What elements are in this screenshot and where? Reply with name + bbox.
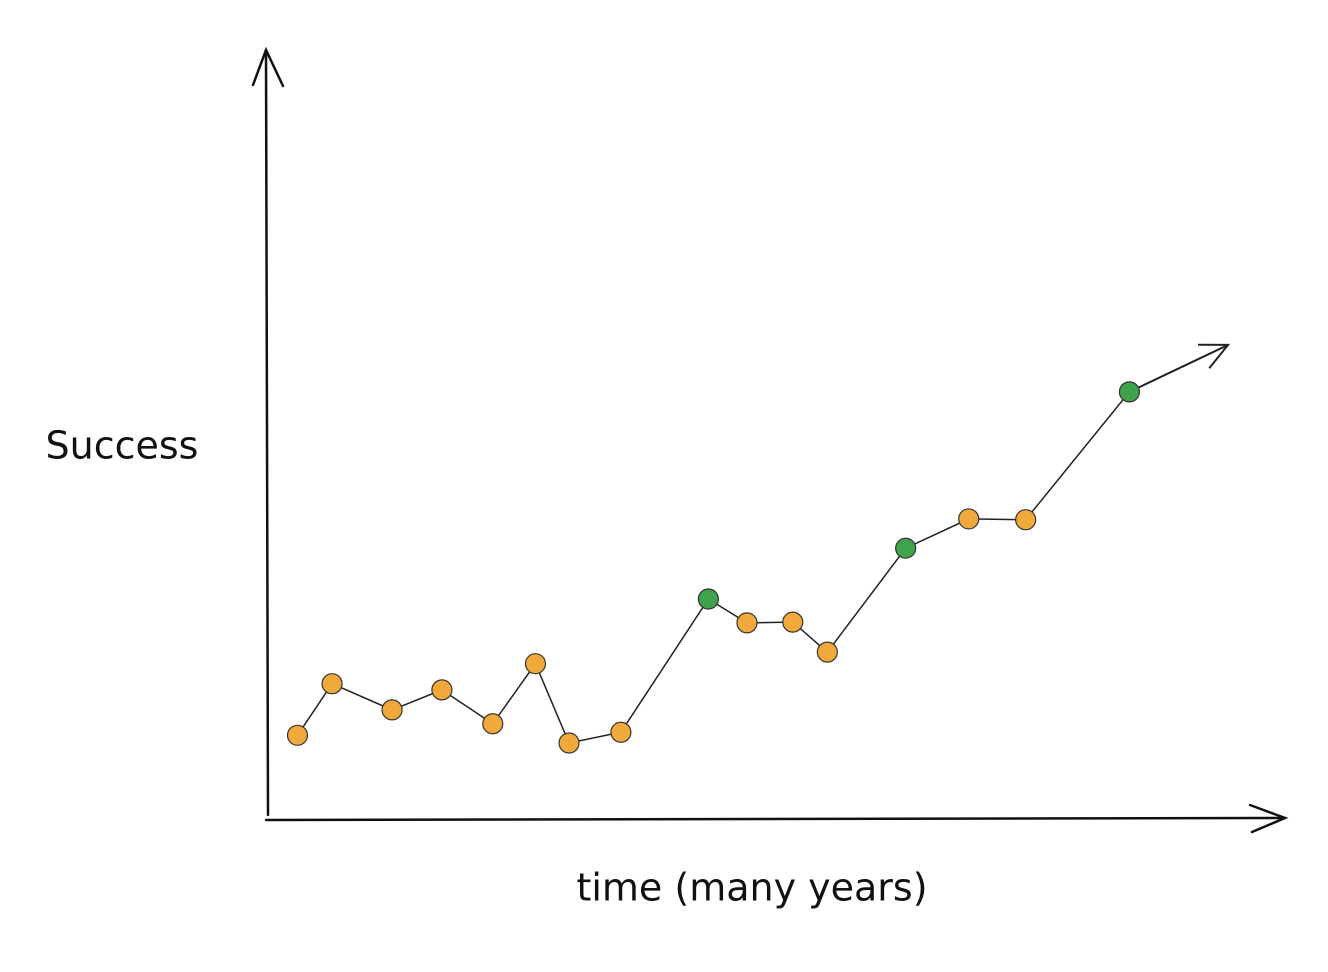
y-axis-arrow: [251, 46, 285, 88]
data-point: [1118, 381, 1140, 403]
trend-arrow-head: [1198, 343, 1231, 369]
data-point: [958, 508, 980, 530]
data-point: [482, 713, 504, 735]
data-point: [1015, 509, 1037, 531]
data-point: [524, 653, 547, 675]
x-axis: [264, 816, 1287, 822]
data-point: [610, 721, 632, 743]
data-point: [321, 673, 343, 695]
x-axis-arrow: [1248, 803, 1289, 834]
data-point: [895, 537, 917, 559]
axes: [251, 46, 1289, 834]
data-point: [558, 732, 580, 754]
trend-arrow: [1128, 344, 1229, 393]
data-point: [431, 679, 453, 701]
data-line: [296, 391, 1130, 744]
data-point: [697, 588, 719, 610]
data-point: [286, 724, 309, 746]
data-point: [736, 612, 758, 634]
data-point: [816, 641, 838, 663]
y-axis: [264, 48, 270, 817]
y-axis-label: Success: [46, 424, 199, 468]
data-point: [782, 611, 804, 633]
x-axis-label: time (many years): [576, 866, 927, 910]
data-point: [381, 699, 403, 721]
